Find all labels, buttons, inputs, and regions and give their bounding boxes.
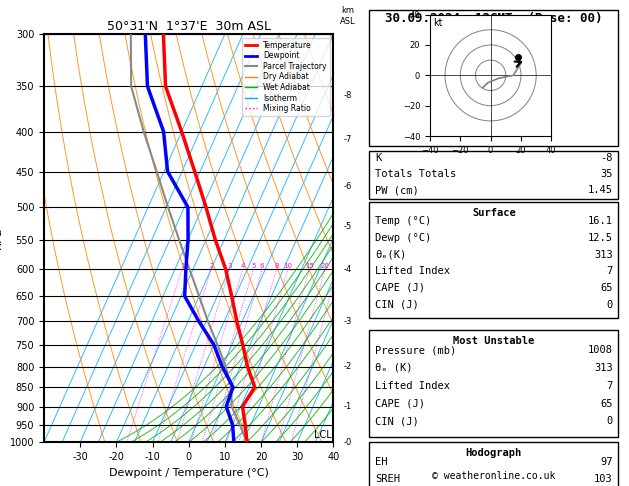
Text: -6: -6	[343, 182, 352, 191]
FancyBboxPatch shape	[369, 330, 618, 437]
Text: -4: -4	[343, 264, 352, 274]
Text: -0: -0	[343, 438, 352, 447]
Text: 6: 6	[260, 263, 264, 269]
Text: -5: -5	[343, 223, 352, 231]
Title: 50°31'N  1°37'E  30m ASL: 50°31'N 1°37'E 30m ASL	[107, 20, 270, 33]
Text: -7: -7	[343, 136, 352, 144]
Text: PW (cm): PW (cm)	[375, 186, 418, 195]
Text: Hodograph: Hodograph	[465, 448, 522, 458]
Text: 1: 1	[180, 263, 184, 269]
Text: 30.09.2024  12GMT  (Base: 00): 30.09.2024 12GMT (Base: 00)	[385, 12, 603, 25]
Text: Lifted Index: Lifted Index	[375, 381, 450, 391]
Text: Surface: Surface	[472, 208, 516, 218]
Text: 2: 2	[209, 263, 213, 269]
FancyBboxPatch shape	[369, 202, 618, 318]
Y-axis label: hPa: hPa	[0, 227, 4, 249]
Text: Totals Totals: Totals Totals	[375, 169, 456, 179]
Text: 8: 8	[274, 263, 279, 269]
Text: Dewp (°C): Dewp (°C)	[375, 233, 431, 243]
Text: 3: 3	[227, 263, 231, 269]
FancyBboxPatch shape	[369, 151, 618, 199]
Text: 1.45: 1.45	[587, 186, 613, 195]
Text: kt: kt	[433, 17, 442, 28]
Text: 35: 35	[600, 169, 613, 179]
Text: 313: 313	[594, 363, 613, 373]
Text: CIN (J): CIN (J)	[375, 417, 418, 426]
Text: K: K	[375, 153, 381, 163]
Text: -8: -8	[600, 153, 613, 163]
Text: 0: 0	[606, 417, 613, 426]
Text: 7: 7	[606, 266, 613, 276]
Text: -8: -8	[343, 91, 352, 100]
Text: Most Unstable: Most Unstable	[453, 336, 535, 347]
Text: 4: 4	[240, 263, 245, 269]
Text: -3: -3	[343, 317, 352, 326]
Text: θₑ (K): θₑ (K)	[375, 363, 412, 373]
X-axis label: Dewpoint / Temperature (°C): Dewpoint / Temperature (°C)	[109, 468, 269, 478]
Text: km
ASL: km ASL	[340, 6, 355, 26]
Text: © weatheronline.co.uk: © weatheronline.co.uk	[432, 471, 555, 481]
FancyBboxPatch shape	[369, 10, 618, 146]
Text: 65: 65	[600, 399, 613, 409]
FancyBboxPatch shape	[369, 442, 618, 486]
Text: Temp (°C): Temp (°C)	[375, 216, 431, 226]
Text: 313: 313	[594, 250, 613, 260]
Text: 10: 10	[284, 263, 292, 269]
Text: CAPE (J): CAPE (J)	[375, 399, 425, 409]
Text: CAPE (J): CAPE (J)	[375, 283, 425, 293]
Text: LCL: LCL	[314, 431, 331, 440]
Text: -2: -2	[343, 362, 352, 371]
Text: 12.5: 12.5	[587, 233, 613, 243]
Text: 15: 15	[305, 263, 314, 269]
Text: 20: 20	[320, 263, 330, 269]
Text: Lifted Index: Lifted Index	[375, 266, 450, 276]
Legend: Temperature, Dewpoint, Parcel Trajectory, Dry Adiabat, Wet Adiabat, Isotherm, Mi: Temperature, Dewpoint, Parcel Trajectory…	[242, 38, 330, 116]
Text: 103: 103	[594, 474, 613, 485]
Text: 97: 97	[600, 457, 613, 467]
Text: 7: 7	[606, 381, 613, 391]
Text: 65: 65	[600, 283, 613, 293]
Text: 0: 0	[606, 299, 613, 310]
Text: 16.1: 16.1	[587, 216, 613, 226]
Text: 1008: 1008	[587, 345, 613, 355]
Text: SREH: SREH	[375, 474, 400, 485]
Text: CIN (J): CIN (J)	[375, 299, 418, 310]
Text: 5: 5	[251, 263, 255, 269]
Text: EH: EH	[375, 457, 387, 467]
Text: Pressure (mb): Pressure (mb)	[375, 345, 456, 355]
Text: -1: -1	[343, 402, 352, 411]
Text: θₑ(K): θₑ(K)	[375, 250, 406, 260]
